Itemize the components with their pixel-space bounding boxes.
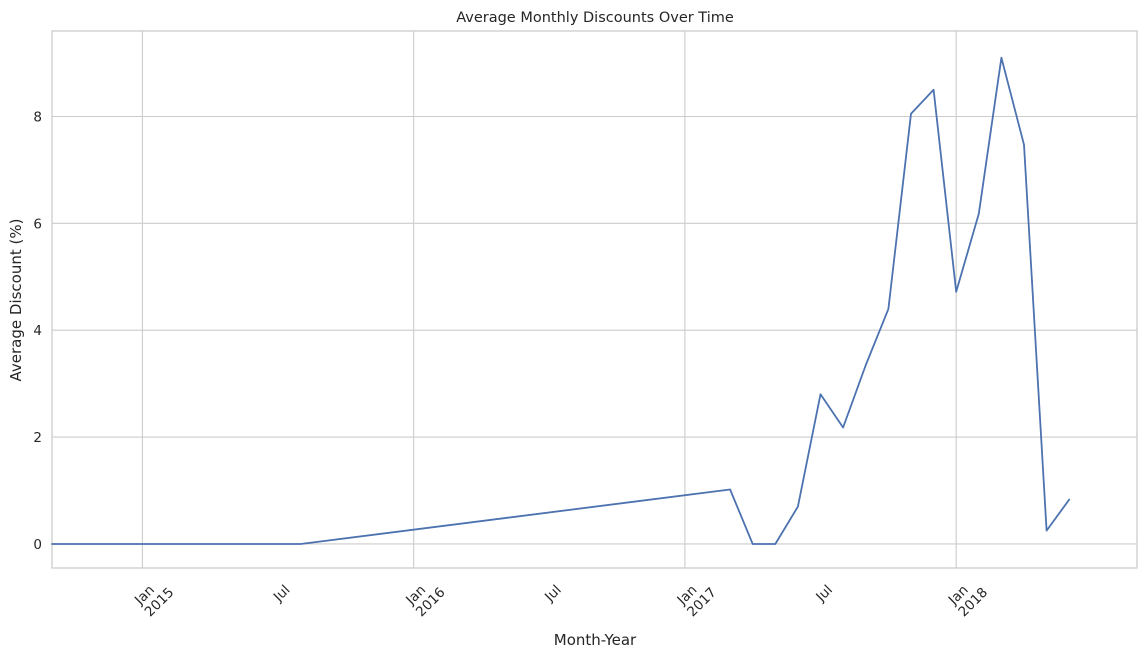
plot-area: 0 2 4 6 8 Jan2015 Jul Jan2016 Jul Jan2017 Jul Jan20… — [33, 30, 1138, 621]
y-tick-label: 6 — [33, 216, 42, 232]
x-tick-label: Jul — [541, 582, 565, 606]
y-axis-label: Average Discount (%) — [7, 219, 25, 382]
y-tick-label: 0 — [33, 537, 42, 553]
series-line — [51, 56, 1071, 545]
y-tick-label: 2 — [33, 430, 42, 446]
y-tick-label: 8 — [33, 109, 42, 125]
y-tick-label: 4 — [33, 323, 42, 339]
x-axis-label: Month-Year — [554, 631, 637, 649]
x-tick-label: Jan2018 — [944, 574, 991, 621]
x-tick-label: Jan2015 — [131, 574, 178, 621]
x-tick-label: Jul — [812, 582, 836, 606]
x-tick-label: Jan2017 — [673, 574, 720, 621]
x-tick-label: Jul — [270, 582, 294, 606]
plot-frame — [51, 30, 1138, 569]
chart-title: Average Monthly Discounts Over Time — [456, 10, 734, 26]
x-tick-label: Jan2016 — [402, 574, 449, 621]
